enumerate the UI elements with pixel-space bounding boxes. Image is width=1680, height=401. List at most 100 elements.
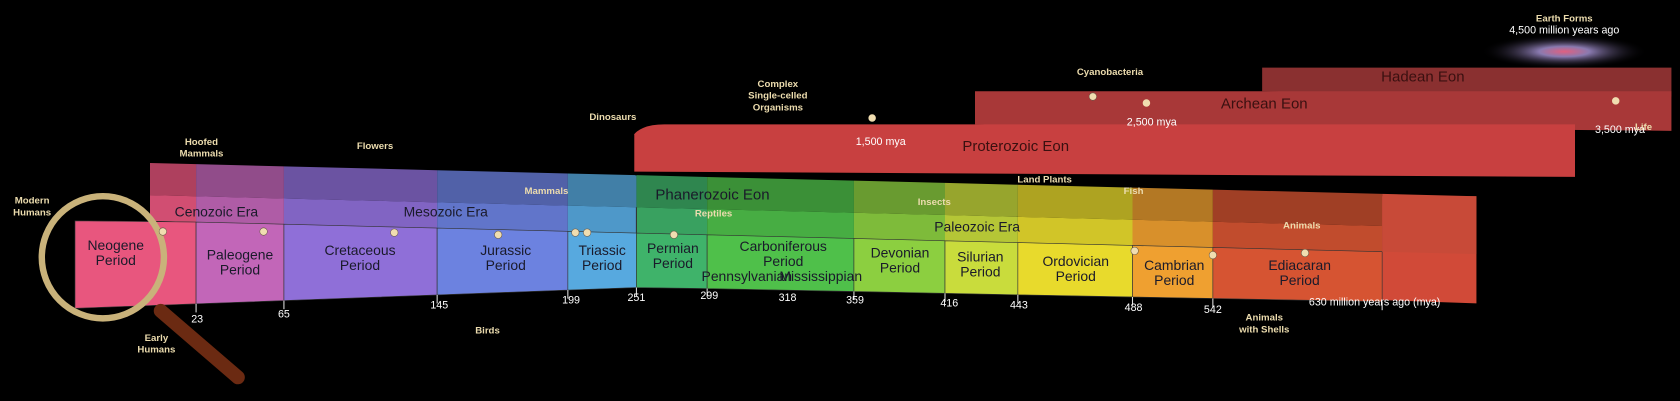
eon-row <box>636 175 708 210</box>
period-name: Triassic <box>578 242 625 258</box>
time-tick: 23 <box>191 314 203 326</box>
magnifier-ring <box>38 192 168 322</box>
period-unit: Period <box>880 259 920 275</box>
eon-row <box>283 166 438 203</box>
event-label: Reptiles <box>695 209 732 220</box>
event-label: Early <box>145 333 169 344</box>
time-tick: 199 <box>562 294 580 306</box>
galaxy <box>1480 34 1648 69</box>
eon-row <box>567 173 637 208</box>
event-label: Humans <box>13 207 51 218</box>
event-label: Animals <box>1246 313 1283 324</box>
era-row <box>567 205 637 234</box>
eon-label: Archean Eon <box>1221 95 1308 112</box>
period-name: Ediacaran <box>1268 257 1331 273</box>
event-label: Dinosaurs <box>589 112 636 123</box>
event-label: Complex <box>758 79 799 90</box>
event-dot <box>259 227 268 236</box>
eon-row <box>437 170 568 206</box>
earth-forms-date: 4,500 million years ago <box>1509 24 1619 36</box>
event-dot <box>1088 92 1097 101</box>
event-label: Organisms <box>753 103 803 114</box>
period-unit: Period <box>486 257 526 273</box>
event-dot <box>494 230 503 239</box>
earth-forms-title: Earth Forms <box>1536 14 1593 25</box>
eon-row <box>945 182 1018 217</box>
event-dot <box>868 114 876 122</box>
event-label: Land Plants <box>1017 174 1072 185</box>
event-label: with Shells <box>1238 324 1289 335</box>
event-label: Birds <box>475 325 500 336</box>
era-row <box>945 215 1018 243</box>
era-row <box>1212 221 1383 252</box>
period-unit: Period <box>653 255 693 271</box>
era-row <box>707 209 854 239</box>
event-label: Modern <box>15 196 50 207</box>
event-dot <box>571 228 580 237</box>
time-tick: 145 <box>430 300 448 312</box>
proterozoic-band <box>634 124 1575 177</box>
time-tick: 299 <box>700 290 718 302</box>
event-dot <box>1208 251 1217 260</box>
period-name: Carboniferous <box>740 238 827 254</box>
time-tick: 359 <box>846 294 864 306</box>
eon-row <box>1017 184 1133 220</box>
eon-label: Hadean Eon <box>1381 69 1464 86</box>
time-tick: 251 <box>627 292 645 304</box>
eon-label: Phanerozoic Eon <box>655 186 769 203</box>
era-row <box>853 212 945 241</box>
period-unit: Period <box>1056 268 1096 284</box>
era-row <box>636 207 708 235</box>
period-unit: Period <box>1280 272 1320 288</box>
event-label: Single-celled <box>748 91 807 102</box>
time-tick: 488 <box>1125 302 1143 314</box>
event-label: Humans <box>137 345 175 356</box>
eon-row <box>1132 187 1213 222</box>
time-tick: 65 <box>278 308 290 320</box>
period-unit: Period <box>763 253 803 269</box>
period-unit: Period <box>960 264 1000 280</box>
band <box>74 163 1477 313</box>
event-label: Fish <box>1124 186 1144 197</box>
event-label: Cyanobacteria <box>1077 67 1144 78</box>
period-name: Neogene <box>87 237 144 253</box>
period-unit: Period <box>340 257 380 273</box>
period-name: Devonian <box>871 244 930 260</box>
period-unit: Period <box>582 257 622 273</box>
era-row <box>1132 219 1213 248</box>
era-row <box>1017 216 1133 246</box>
event-label: Life <box>1635 122 1653 133</box>
event-dot <box>583 228 592 237</box>
eon-row <box>1212 189 1383 226</box>
event-label: Mammals <box>179 149 223 160</box>
event-dot <box>1300 248 1310 258</box>
event-label: Hoofed <box>185 137 218 148</box>
event-label: Insects <box>918 197 951 208</box>
eon-date: 3,500 mya <box>1595 124 1645 136</box>
era-label: Mesozoic Era <box>404 204 489 220</box>
eon-date: 2,500 mya <box>1127 117 1177 129</box>
time-tick: 630 million years ago (mya) <box>1309 297 1440 309</box>
event-dot <box>1130 246 1139 255</box>
eon-row <box>1382 193 1477 255</box>
event-dot <box>158 227 167 236</box>
hadean-band <box>1262 67 1672 97</box>
period-name: Ordovician <box>1042 253 1108 269</box>
eon-row <box>853 180 945 216</box>
eon-date: 1,500 mya <box>856 136 906 148</box>
subperiod-label: Pennsylvanian <box>702 268 792 284</box>
period-unit: Period <box>220 261 260 277</box>
era-row <box>283 198 438 229</box>
period-name: Silurian <box>957 249 1003 265</box>
period-name: Paleogene <box>207 246 274 262</box>
period-cell <box>1212 247 1383 302</box>
event-label: Flowers <box>357 141 393 152</box>
time-tick: 542 <box>1204 304 1222 316</box>
subperiod-label: Mississippian <box>779 268 862 284</box>
era-label: Cenozoic Era <box>175 204 259 220</box>
event-dot <box>669 230 678 239</box>
era-label: Paleozoic Era <box>934 219 1020 235</box>
period-name: Permian <box>647 240 699 256</box>
labels: Phanerozoic Eon Proterozoic Eon Archean Eo… <box>13 14 1653 356</box>
